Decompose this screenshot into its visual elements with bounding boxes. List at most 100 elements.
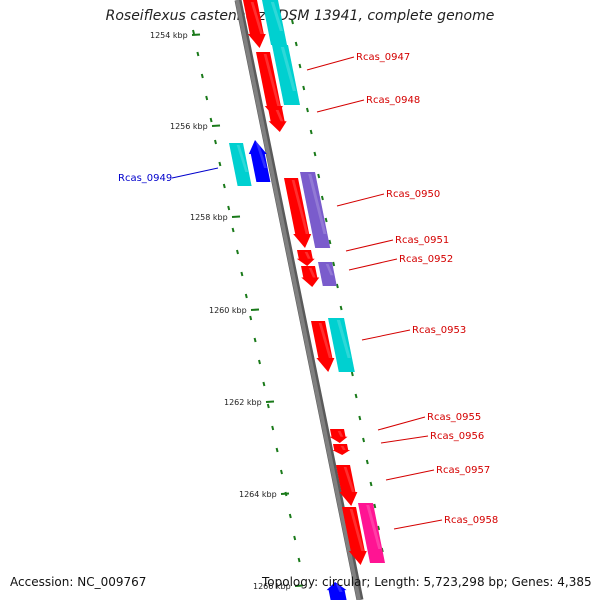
gene-label-rcas_0956: Rcas_0956 [430, 431, 484, 442]
cds-bar-0946 [243, 0, 266, 48]
leader-line-rcas_0956 [380, 435, 429, 444]
gene-features [229, 0, 385, 600]
tick-mark-right [298, 63, 302, 69]
tick-mark-right [350, 371, 354, 377]
kbp-dash [191, 33, 201, 36]
blue-gene-bottom-highlight [335, 584, 343, 592]
tick-mark-left [200, 73, 204, 79]
chromosome-backbone [234, 0, 364, 600]
tick-mark-right [294, 41, 298, 47]
cds-bar-0951-highlight [304, 252, 311, 259]
cds-bar-0948 [268, 108, 287, 132]
tick-mark-right [305, 107, 309, 113]
leader-line-rcas_0958 [393, 519, 443, 530]
kbp-dash [294, 584, 304, 587]
cyan-gene-0949-highlight [236, 145, 249, 172]
label-leader-lines [171, 56, 443, 530]
gene-label-rcas_0949: Rcas_0949 [118, 173, 172, 184]
kbp-label: 1264 kbp [239, 490, 277, 499]
tick-mark-right [332, 261, 336, 267]
cyan-gene-0946-highlight [270, 2, 283, 31]
blue-gene-bottom [326, 582, 347, 600]
cyan-gene-0949 [229, 143, 252, 186]
gene-label-rcas_0958: Rcas_0958 [444, 515, 498, 526]
tick-mark-left [218, 161, 222, 167]
leader-line-rcas_0953 [361, 329, 411, 341]
kbp-scale-labels: 1254 kbp 1256 kbp 1258 kbp 1260 kbp 1262 kbp… [150, 31, 304, 591]
cds-bar-0957 [336, 465, 358, 506]
cds-bar-0951 [296, 250, 315, 266]
tick-mark-right [317, 173, 321, 179]
tick-mark-left [266, 403, 270, 409]
cds-bar-0950 [284, 178, 312, 248]
tick-mark-right [377, 525, 380, 531]
topology-text: Topology: circular; Length: 5,723,298 bp… [262, 575, 592, 589]
kbp-label: 1262 kbp [224, 398, 262, 407]
kbp-label: 1256 kbp [170, 122, 208, 131]
kbp-dash [265, 400, 275, 403]
cds-bar-0953 [311, 321, 335, 372]
cds-bar-0952-highlight [308, 268, 316, 278]
tick-mark-left [280, 469, 283, 475]
cds-bar-0947-highlight [263, 54, 281, 106]
cds-bar-0950-highlight [291, 180, 309, 234]
tick-mark-right [309, 129, 313, 135]
tick-mark-left [262, 381, 266, 387]
gene-label-rcas_0947: Rcas_0947 [356, 52, 410, 63]
tick-mark-left [293, 535, 297, 541]
cds-bar-0946-highlight [250, 2, 264, 34]
leader-line-rcas_0957 [385, 469, 435, 481]
tick-mark-left [236, 249, 239, 255]
magenta-gene-0958-highlight [366, 505, 382, 549]
tick-mark-left [271, 425, 275, 431]
tick-mark-right [320, 195, 324, 201]
tick-mark-right [362, 437, 366, 443]
tick-mark-left [297, 557, 301, 563]
kbp-label: 1258 kbp [190, 213, 228, 222]
cds-bar-0953-highlight [318, 323, 332, 358]
blue-gene-0949-highlight [255, 142, 267, 168]
cds-bar-0955 [329, 429, 348, 443]
cds-bar-0958 [342, 507, 367, 565]
tick-mark-left [240, 271, 244, 277]
tick-mark-left [205, 95, 209, 101]
leader-line-rcas_0950 [336, 193, 385, 207]
leader-line-rcas_0952 [348, 258, 398, 271]
leader-line-rcas_0947 [306, 56, 355, 71]
tick-mark-right [313, 151, 317, 157]
kbp-label: 1260 kbp [209, 306, 247, 315]
tick-mark-right [354, 393, 358, 399]
tick-mark-left [222, 183, 226, 189]
tick-mark-left [244, 293, 248, 299]
tick-mark-left [249, 315, 253, 321]
kbp-dash [280, 492, 290, 495]
magenta-gene-0958 [358, 503, 385, 563]
gene-label-rcas_0953: Rcas_0953 [412, 325, 466, 336]
tick-mark-right [328, 239, 332, 245]
cyan-gene-0953-highlight [336, 320, 351, 358]
cyan-gene-0946 [262, 0, 287, 45]
map-title: Roseiflexus castenholzii DSM 13941, comp… [105, 8, 495, 24]
tick-mark-left [258, 359, 261, 365]
tick-mark-right [302, 85, 306, 91]
kbp-label: 1266 kbp [253, 582, 291, 591]
tick-mark-right [358, 415, 362, 421]
tick-mark-left [288, 513, 292, 519]
cyan-gene-0947-highlight [280, 47, 296, 91]
tick-mark-right [373, 503, 377, 509]
gene-label-rcas_0957: Rcas_0957 [436, 465, 490, 476]
backbone-line [235, 0, 361, 600]
tick-mark-right [324, 217, 328, 223]
cds-bar-0957-highlight [343, 467, 355, 492]
kbp-dash [211, 124, 221, 127]
gene-label-rcas_0951: Rcas_0951 [395, 235, 449, 246]
cds-bar-0948-highlight [275, 110, 284, 122]
tick-mark-right [339, 305, 343, 311]
cds-bar-0955-highlight [337, 431, 344, 437]
tick-mark-left [209, 117, 213, 123]
purple-gene-0950 [300, 172, 331, 248]
tick-mark-left [214, 139, 217, 145]
cds-bar-0952 [301, 266, 320, 287]
